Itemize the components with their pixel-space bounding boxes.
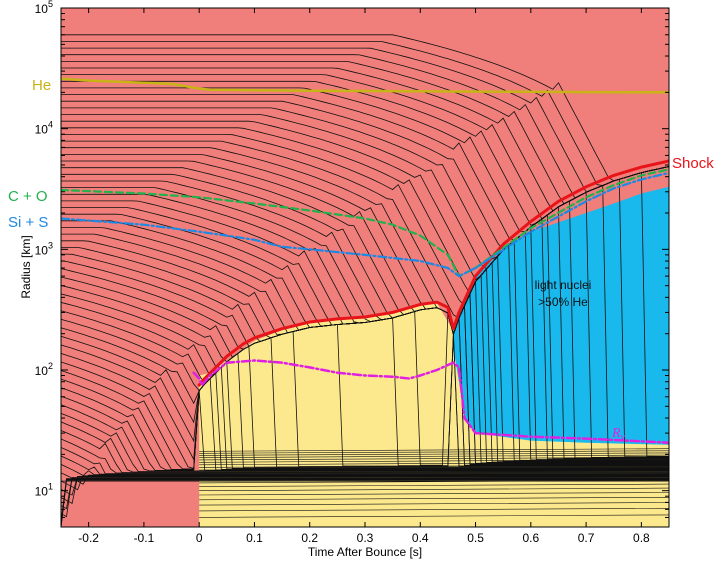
x-axis-title: Time After Bounce [s] [308, 545, 422, 559]
series-line-3 [61, 171, 669, 278]
y-tick-label: 103 [35, 240, 53, 257]
trajectory-line [61, 479, 669, 527]
trajectory-line [61, 476, 669, 505]
trajectory-line [61, 377, 669, 471]
trajectory-line [199, 452, 669, 456]
x-tick-label: 0.4 [412, 531, 429, 545]
y-tick-label: 104 [35, 120, 53, 137]
trajectory-line [61, 480, 669, 527]
trajectory-line [199, 514, 669, 518]
series-line-1 [61, 77, 669, 94]
x-tick-label: -0.2 [78, 531, 99, 545]
y-tick-label: 105 [35, 0, 53, 16]
y-axis-title: Radius [km] [19, 235, 33, 298]
x-tick-label: 0.5 [467, 531, 484, 545]
y-tick-label: 101 [35, 482, 53, 499]
x-tick-label: 0.2 [301, 531, 318, 545]
trajectory-line [199, 459, 669, 463]
trajectory-line [199, 467, 669, 471]
trajectory-line [199, 457, 669, 461]
annotation-light-nuclei: light nuclei [535, 278, 592, 292]
trajectory-line [61, 390, 669, 471]
trajectory-line [199, 454, 669, 458]
trajectory-line [199, 450, 669, 454]
trajectory-line [199, 473, 669, 477]
trajectory-line [61, 41, 669, 186]
trajectory-line [61, 447, 669, 474]
series-line-2 [61, 168, 669, 278]
annotation-c-o: C + O [8, 188, 48, 205]
trajectory-line [199, 461, 669, 466]
annotation-r-nu: Rν [611, 426, 626, 443]
annotation-he-fraction: >50% He [538, 295, 588, 309]
trajectory-line [199, 476, 669, 480]
trajectory-line [61, 366, 669, 470]
x-tick-label: 0 [196, 531, 203, 545]
trajectory-line [199, 464, 669, 468]
x-tick-label: 0.1 [246, 531, 263, 545]
trajectory-line [61, 344, 669, 468]
trajectory-line [61, 430, 669, 473]
trajectory-line [199, 508, 669, 512]
trajectory-line [61, 464, 669, 476]
annotation-shock: Shock [672, 155, 714, 172]
trajectory-line [199, 497, 669, 501]
trajectory-line [61, 34, 669, 182]
x-tick-label: 0.7 [578, 531, 595, 545]
trajectory-line [61, 475, 669, 491]
trajectory-line [61, 477, 669, 518]
y-tick-label: 102 [35, 361, 53, 378]
series-line-4 [192, 359, 669, 444]
trajectory-line [199, 487, 669, 491]
annotation-r-nu-subscript: ν [621, 432, 626, 443]
annotation-si-s: Si + S [8, 214, 48, 231]
x-tick-label: -0.1 [134, 531, 155, 545]
trajectory-line [61, 335, 669, 468]
trajectory-line [61, 438, 669, 474]
trajectory-line [199, 492, 669, 496]
trajectory-line [199, 448, 669, 452]
annotation-he: He [32, 77, 51, 94]
trajectory-line [199, 483, 669, 487]
trajectory-line [61, 54, 669, 199]
x-tick-label: 0.8 [633, 531, 650, 545]
trajectory-line [61, 413, 669, 472]
x-tick-label: 0.3 [357, 531, 374, 545]
trajectory-line [61, 61, 669, 205]
trajectory-line [199, 480, 669, 484]
x-tick-label: 0.6 [522, 531, 539, 545]
trajectory-line [199, 470, 669, 474]
trajectory-line [61, 47, 669, 193]
series-line-0 [197, 159, 669, 387]
annotation-r-nu-symbol: R [611, 426, 621, 441]
trajectory-line [61, 187, 669, 459]
trajectory-line [61, 476, 669, 496]
trajectory-line [61, 478, 669, 527]
trajectory-line [199, 502, 669, 506]
